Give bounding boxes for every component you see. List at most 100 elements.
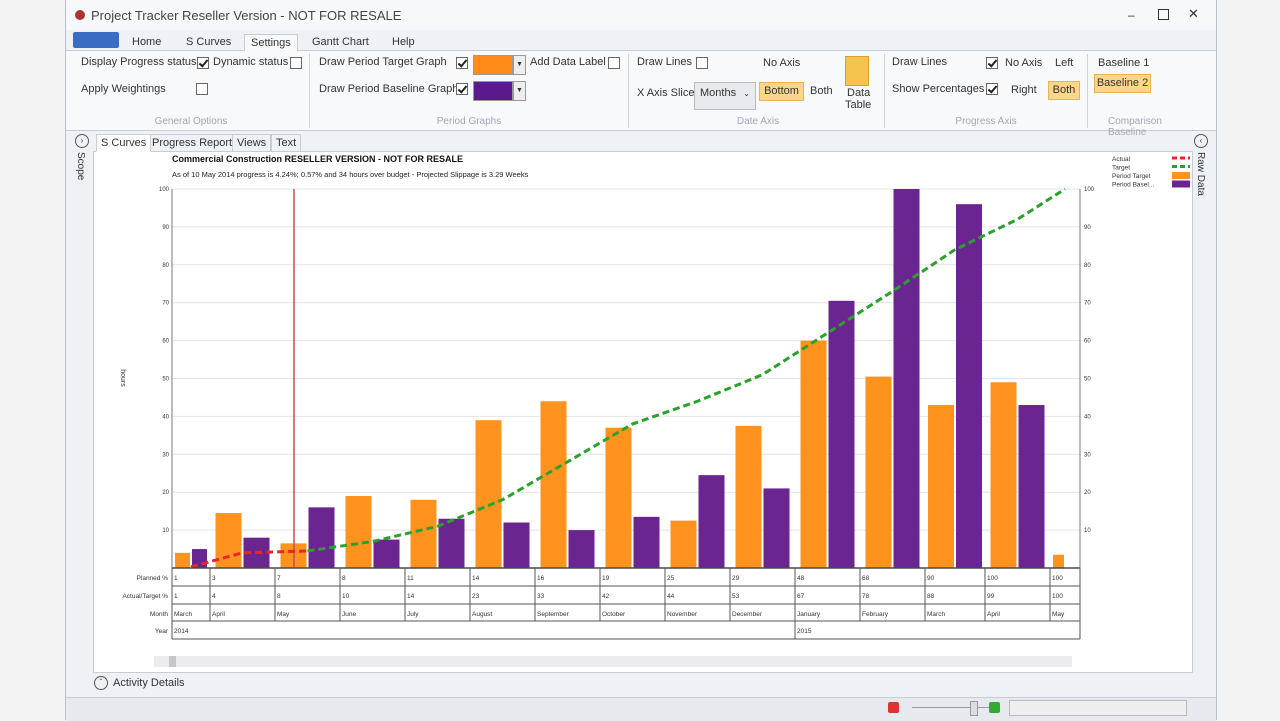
expand-button[interactable]: ˆ	[94, 676, 108, 690]
app-menu-button[interactable]	[73, 32, 119, 48]
bar	[633, 516, 660, 568]
table-cell: August	[472, 611, 492, 618]
minimize-button[interactable]: –	[1128, 8, 1135, 22]
option-button[interactable]: Baseline 1	[1098, 57, 1150, 69]
option-label: Add Data Label	[530, 56, 606, 68]
table-cell: 1	[174, 593, 178, 600]
bar	[670, 520, 697, 568]
checkbox[interactable]	[696, 57, 708, 69]
option-button[interactable]: No Axis	[1005, 57, 1043, 69]
button-label[interactable]: Data	[847, 87, 871, 99]
section-label[interactable]: Activity Details	[113, 677, 185, 689]
option-button[interactable]: Both	[810, 85, 833, 97]
table-cell: April	[987, 611, 1001, 618]
color-dropdown[interactable]: ▼	[513, 81, 526, 101]
checkbox[interactable]	[608, 57, 620, 69]
bar	[893, 189, 920, 568]
y-tick-label: 10	[162, 528, 169, 534]
checkbox[interactable]	[986, 57, 998, 69]
y2-tick-label: 80	[1084, 263, 1091, 269]
zoom-out-button[interactable]	[888, 702, 899, 713]
option-label: Apply Weightings	[81, 83, 166, 95]
progress-box	[1009, 700, 1187, 716]
view-tab[interactable]: Text	[271, 134, 302, 152]
option-label: Draw Lines	[892, 56, 948, 68]
zoom-in-button[interactable]	[989, 702, 1000, 713]
option-button-selected[interactable]: Baseline 2	[1094, 74, 1151, 93]
option-button[interactable]: Right	[1011, 84, 1037, 96]
close-button[interactable]: ✕	[1188, 6, 1199, 21]
data-table-icon[interactable]	[845, 56, 869, 86]
table-cell: 100	[1052, 575, 1063, 582]
table-cell: 10	[342, 593, 350, 600]
bar	[956, 204, 982, 568]
bar	[990, 382, 1017, 568]
view-tab[interactable]: S Curves	[96, 134, 152, 152]
side-panel-label[interactable]: Scope	[75, 152, 86, 181]
ribbon-tab[interactable]: Settings	[244, 34, 298, 51]
table-cell: 1	[174, 575, 178, 582]
group-label: Comparison Baseline	[1108, 116, 1162, 138]
table-cell: 67	[797, 593, 805, 600]
color-picker[interactable]	[473, 55, 513, 75]
y-axis-label: hours	[119, 369, 126, 387]
title-bar	[66, 0, 1216, 30]
scroll-thumb[interactable]	[169, 656, 176, 667]
horizontal-scrollbar[interactable]	[154, 656, 1072, 667]
table-cell: May	[277, 611, 290, 618]
table-cell: December	[732, 611, 763, 618]
ribbon-tab[interactable]: Help	[392, 36, 415, 48]
checkbox[interactable]	[196, 83, 208, 95]
bar	[345, 495, 372, 568]
table-cell: November	[667, 611, 698, 618]
button-label[interactable]: Table	[845, 99, 872, 111]
option-button[interactable]: Left	[1055, 57, 1074, 69]
ribbon-tab[interactable]: Gantt Chart	[312, 36, 369, 48]
expand-button[interactable]: ‹	[1194, 134, 1208, 148]
bar	[410, 499, 437, 568]
checkbox[interactable]	[456, 57, 468, 69]
option-button-selected[interactable]: Bottom	[759, 82, 804, 101]
color-picker[interactable]	[473, 81, 513, 101]
slice-dropdown[interactable]: Months ⌄	[694, 82, 756, 110]
expand-button[interactable]: ›	[75, 134, 89, 148]
table-cell: 29	[732, 575, 740, 582]
legend-label: Target	[1112, 165, 1130, 172]
ribbon-tab[interactable]: S Curves	[186, 36, 232, 48]
table-cell: 11	[407, 575, 414, 582]
bar	[438, 518, 465, 568]
bar	[865, 376, 892, 568]
checkbox[interactable]	[986, 83, 998, 95]
ribbon-tab[interactable]: Home	[132, 36, 162, 48]
line-series	[307, 187, 1066, 553]
y2-tick-label: 90	[1084, 225, 1091, 231]
line-series	[190, 549, 308, 569]
restore-button[interactable]	[1158, 9, 1169, 20]
table-cell: 53	[732, 593, 740, 600]
table-cell: 100	[987, 575, 998, 582]
ribbon	[66, 50, 1216, 131]
table-cell: 8	[277, 593, 281, 600]
checkbox[interactable]	[456, 83, 468, 95]
table-cell: 7	[277, 575, 281, 582]
table-cell: 14	[472, 575, 480, 582]
legend-label: Actual	[1112, 156, 1131, 163]
zoom-slider[interactable]	[912, 707, 990, 708]
side-panel-label[interactable]: Raw Data	[1195, 152, 1206, 196]
option-button[interactable]: No Axis	[763, 57, 801, 69]
checkbox[interactable]	[197, 57, 209, 69]
checkbox[interactable]	[290, 57, 302, 69]
table-cell: 3	[212, 575, 216, 582]
color-dropdown[interactable]: ▼	[513, 55, 526, 75]
legend-swatch	[1172, 172, 1190, 179]
table-cell: 42	[602, 593, 610, 600]
bar	[373, 539, 400, 568]
view-tab[interactable]: Progress Report	[147, 134, 238, 152]
table-row-label: Planned %	[137, 575, 169, 582]
view-tab[interactable]: Views	[232, 134, 272, 152]
table-cell: 19	[602, 575, 610, 582]
bar	[605, 427, 632, 568]
option-button-selected[interactable]: Both	[1048, 81, 1080, 100]
zoom-thumb[interactable]	[970, 701, 978, 716]
